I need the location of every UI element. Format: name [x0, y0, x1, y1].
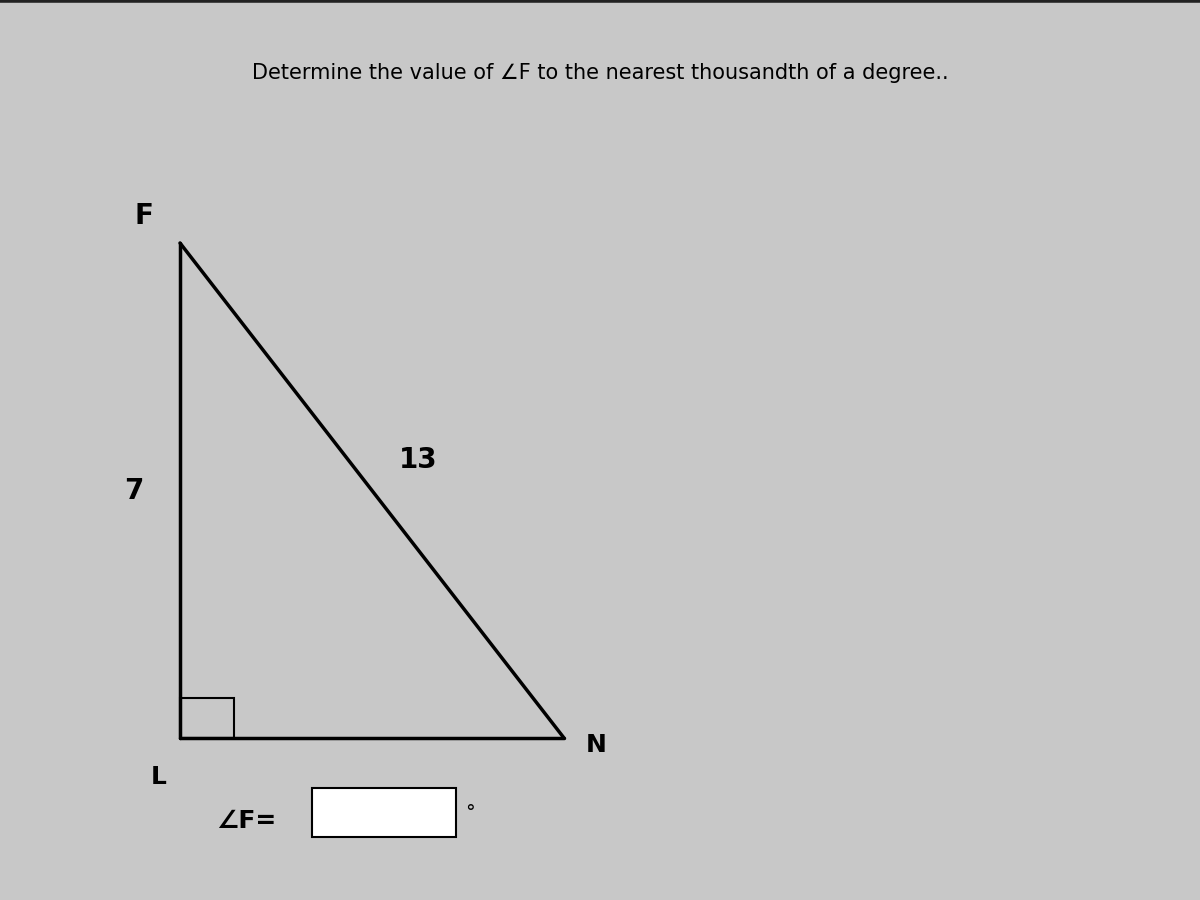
- Text: °: °: [466, 803, 475, 822]
- Text: L: L: [150, 765, 167, 789]
- Text: ∠F=: ∠F=: [216, 809, 276, 832]
- Text: 13: 13: [398, 446, 437, 474]
- Text: N: N: [586, 734, 606, 757]
- FancyBboxPatch shape: [312, 788, 456, 837]
- Text: F: F: [134, 202, 154, 230]
- Text: Determine the value of ∠F to the nearest thousandth of a degree..: Determine the value of ∠F to the nearest…: [252, 63, 948, 83]
- Bar: [180, 698, 234, 738]
- Text: 7: 7: [125, 476, 144, 505]
